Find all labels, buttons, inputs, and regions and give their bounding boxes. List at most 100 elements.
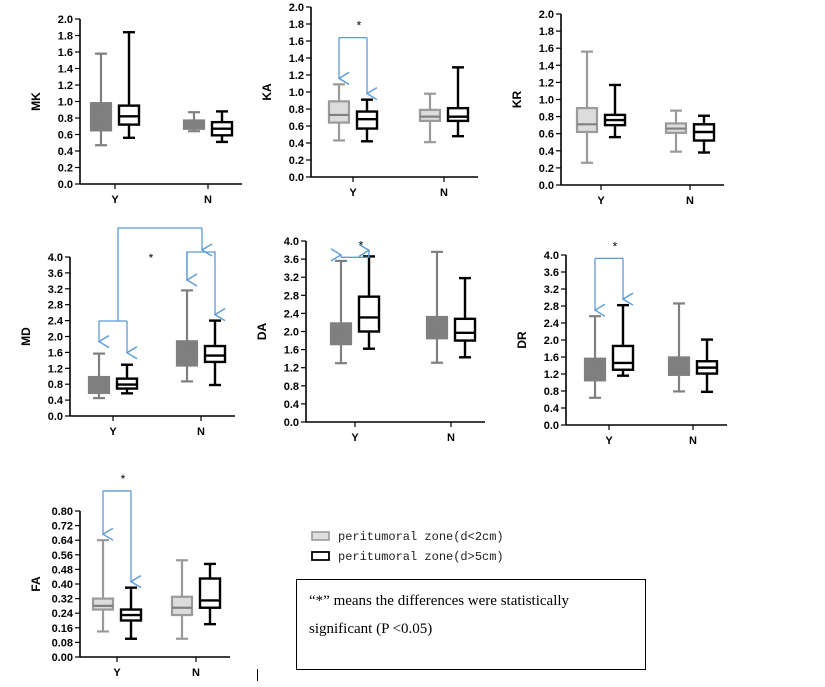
x-category-label: Y (111, 194, 119, 206)
box-iqr (357, 295, 381, 333)
box-y-series-2 (603, 83, 627, 139)
y-tick-label: 0.56 (52, 550, 73, 562)
box-iqr (453, 317, 477, 342)
y-tick-label: 1.8 (539, 26, 554, 38)
y-tick-label: 2.4 (48, 316, 64, 328)
y-tick-label: 0.6 (289, 121, 304, 133)
y-tick-label: 2.0 (284, 327, 299, 339)
chart-panels: 0.0 0.2 0.4 0.6 0.8 1.0 1.2 1.4 1.6 1.8 2.0 MK Y N 0.0… (19, 2, 727, 679)
x-category-label: N (197, 426, 205, 438)
box-y-series-2 (117, 31, 141, 140)
y-tick-label: 1.0 (58, 97, 73, 109)
y-tick-label: 1.4 (289, 53, 305, 65)
y-tick-label: 0.08 (52, 637, 73, 649)
y-tick-label: 4.0 (284, 236, 299, 248)
box-n-series-2 (210, 110, 234, 144)
y-tick-label: 0.2 (539, 163, 554, 175)
chart-ka: 0.0 0.2 0.4 0.6 0.8 1.0 1.2 1.4 1.6 1.8 2.0 KA Y N * (260, 2, 478, 199)
x-category-label: Y (597, 195, 605, 207)
box-n-series-2 (203, 319, 227, 387)
y-tick-label: 0.2 (289, 155, 304, 167)
y-tick-label: 0.0 (289, 172, 304, 184)
y-tick-label: 2.0 (58, 14, 73, 26)
box-y-series-2 (355, 98, 379, 143)
x-category-label: N (686, 195, 694, 207)
y-tick-label: 0.6 (58, 130, 73, 142)
box-n-series-2 (198, 562, 222, 626)
y-tick-label: 0.0 (58, 179, 73, 191)
box-n-series-1 (667, 302, 691, 393)
y-tick-label: 0.64 (52, 535, 74, 547)
y-tick-label: 3.6 (48, 268, 63, 280)
box-y-series-1 (87, 352, 111, 400)
y-tick-label: 0.72 (52, 521, 73, 533)
box-n-series-2 (446, 66, 470, 138)
y-tick-label: 0.48 (52, 564, 73, 576)
y-tick-label: 0.0 (539, 180, 554, 192)
y-tick-label: 3.2 (544, 284, 559, 296)
y-tick-label: 0.24 (52, 608, 74, 620)
box-n-series-1 (175, 289, 199, 383)
box-y-series-2 (357, 255, 381, 350)
legend-swatch-far (311, 551, 330, 561)
box-n-series-1 (182, 111, 206, 133)
y-tick-label: 0.8 (539, 112, 554, 124)
box-n-series-2 (695, 338, 719, 394)
x-category-label: Y (605, 435, 613, 447)
chart-md: 0.0 0.4 0.8 1.2 1.6 2.0 2.4 2.8 3.2 3.6 4.0 MD Y N * (19, 227, 235, 438)
box-n-series-2 (692, 114, 716, 154)
y-tick-label: 0.8 (48, 379, 63, 391)
y-tick-label: 0.4 (289, 138, 305, 150)
y-tick-label: 3.6 (284, 254, 299, 266)
y-tick-label: 1.6 (48, 347, 63, 359)
y-tick-label: 0.8 (544, 386, 559, 398)
x-category-label: N (447, 432, 455, 444)
y-tick-label: 1.4 (58, 64, 74, 76)
y-tick-label: 0.0 (284, 417, 299, 429)
box-iqr (89, 102, 113, 132)
y-tick-label: 1.2 (544, 369, 559, 381)
box-n-series-1 (170, 559, 194, 640)
box-iqr (575, 106, 599, 134)
box-iqr (327, 100, 351, 124)
y-axis-title: DA (255, 323, 269, 341)
significance-bracket (117, 227, 202, 321)
x-category-label: Y (349, 187, 357, 199)
y-axis-title: MK (29, 92, 43, 111)
legend-label-far: peritumoral zone(d>5cm) (338, 550, 504, 564)
significance-bracket (186, 251, 216, 280)
y-tick-label: 1.8 (289, 19, 304, 31)
x-category-label: Y (109, 426, 117, 438)
box-y-series-1 (583, 315, 607, 399)
y-tick-label: 0.16 (52, 623, 73, 635)
y-tick-label: 1.6 (289, 36, 304, 48)
box-iqr (203, 344, 227, 364)
box-iqr (170, 595, 194, 617)
y-tick-label: 2.4 (284, 308, 300, 320)
chart-kr: 0.0 0.2 0.4 0.6 0.8 1.0 1.2 1.4 1.6 1.8 2.0 KR Y N (510, 9, 724, 207)
y-axis-title: DR (515, 331, 529, 349)
significance-star: * (149, 251, 154, 265)
y-tick-label: 0.40 (52, 579, 73, 591)
significance-star: * (357, 19, 362, 33)
y-tick-label: 2.0 (539, 9, 554, 21)
y-tick-label: 2.8 (544, 301, 559, 313)
y-tick-label: 0.4 (544, 403, 560, 415)
box-n-series-2 (453, 276, 477, 359)
y-tick-label: 2.4 (544, 318, 560, 330)
y-tick-label: 1.6 (284, 345, 299, 357)
y-tick-label: 0.4 (58, 146, 74, 158)
x-category-label: Y (113, 667, 121, 679)
box-n-series-1 (664, 109, 688, 153)
y-tick-label: 2.8 (284, 290, 299, 302)
significance-star: * (613, 239, 618, 253)
y-tick-label: 0.0 (48, 411, 63, 423)
y-tick-label: 3.6 (544, 267, 559, 279)
y-tick-label: 1.8 (58, 31, 73, 43)
chart-mk: 0.0 0.2 0.4 0.6 0.8 1.0 1.2 1.4 1.6 1.8 2.0 MK Y N (29, 14, 242, 206)
box-iqr (418, 108, 442, 122)
y-axis-title: KA (260, 83, 274, 101)
y-tick-label: 2.0 (544, 335, 559, 347)
x-category-label: N (689, 435, 697, 447)
